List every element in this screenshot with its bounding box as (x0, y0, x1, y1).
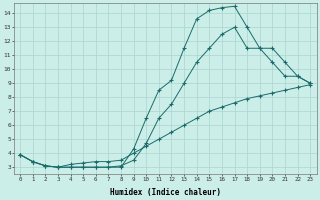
X-axis label: Humidex (Indice chaleur): Humidex (Indice chaleur) (110, 188, 220, 197)
